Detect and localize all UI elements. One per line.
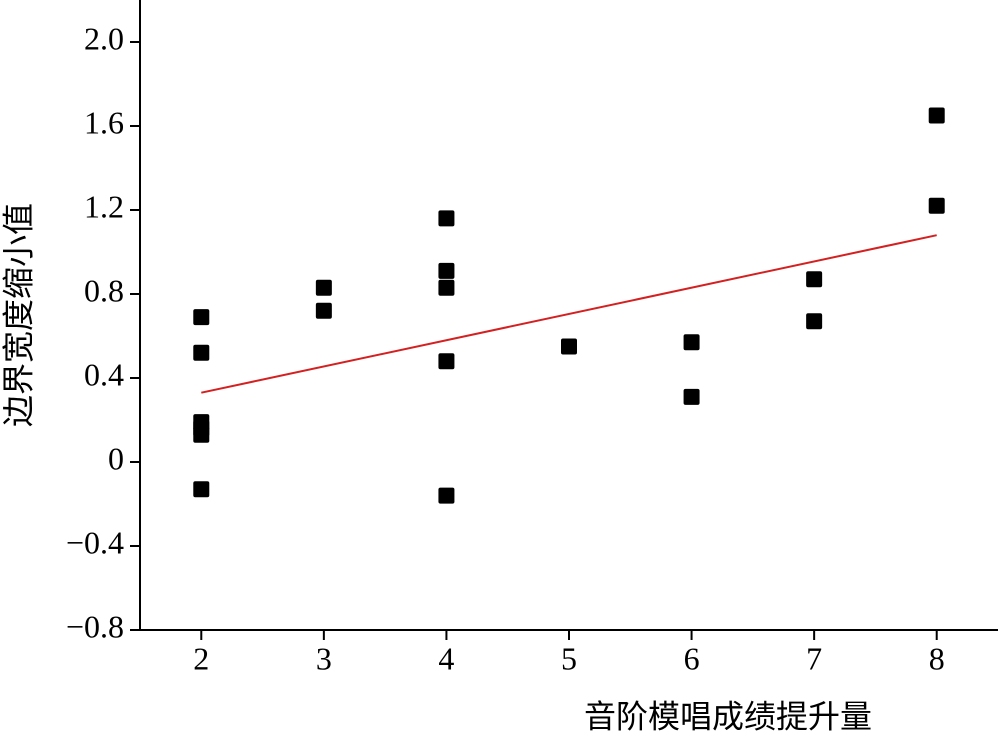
data-point bbox=[928, 197, 945, 214]
y-tick-label: 0.8 bbox=[84, 272, 124, 308]
data-point bbox=[193, 481, 210, 498]
x-tick-label: 2 bbox=[193, 640, 209, 676]
data-point bbox=[438, 487, 455, 504]
data-point bbox=[561, 338, 577, 355]
y-tick-label: 2.0 bbox=[84, 20, 124, 56]
data-point bbox=[806, 271, 823, 288]
data-point bbox=[683, 334, 700, 351]
x-tick-label: 7 bbox=[806, 640, 822, 676]
data-point bbox=[438, 210, 455, 227]
y-tick-label: 0.4 bbox=[84, 356, 124, 392]
data-point bbox=[193, 344, 210, 361]
data-point bbox=[193, 426, 210, 443]
data-point bbox=[193, 309, 210, 326]
y-tick-label: 1.2 bbox=[84, 188, 124, 224]
y-tick-label: −0.4 bbox=[66, 524, 124, 560]
x-tick-label: 6 bbox=[684, 640, 700, 676]
y-tick-label: 1.6 bbox=[84, 104, 124, 140]
x-tick-label: 3 bbox=[316, 640, 332, 676]
trend-line bbox=[201, 234, 937, 394]
x-axis-label: 音阶模唱成绩提升量 bbox=[584, 698, 872, 734]
x-tick-label: 8 bbox=[929, 640, 945, 676]
data-point bbox=[315, 302, 332, 319]
x-tick-label: 4 bbox=[438, 640, 454, 676]
y-tick-label: −0.8 bbox=[66, 608, 124, 644]
data-point bbox=[683, 388, 700, 405]
data-point bbox=[438, 279, 455, 296]
data-point bbox=[438, 353, 455, 370]
y-axis-label: 边界宽度缩小值 bbox=[0, 203, 36, 427]
data-point bbox=[806, 313, 823, 330]
data-point bbox=[928, 107, 945, 124]
data-point bbox=[438, 262, 455, 279]
x-tick-label: 5 bbox=[561, 640, 577, 676]
y-tick-label: 0 bbox=[108, 440, 124, 476]
data-point bbox=[315, 279, 332, 296]
